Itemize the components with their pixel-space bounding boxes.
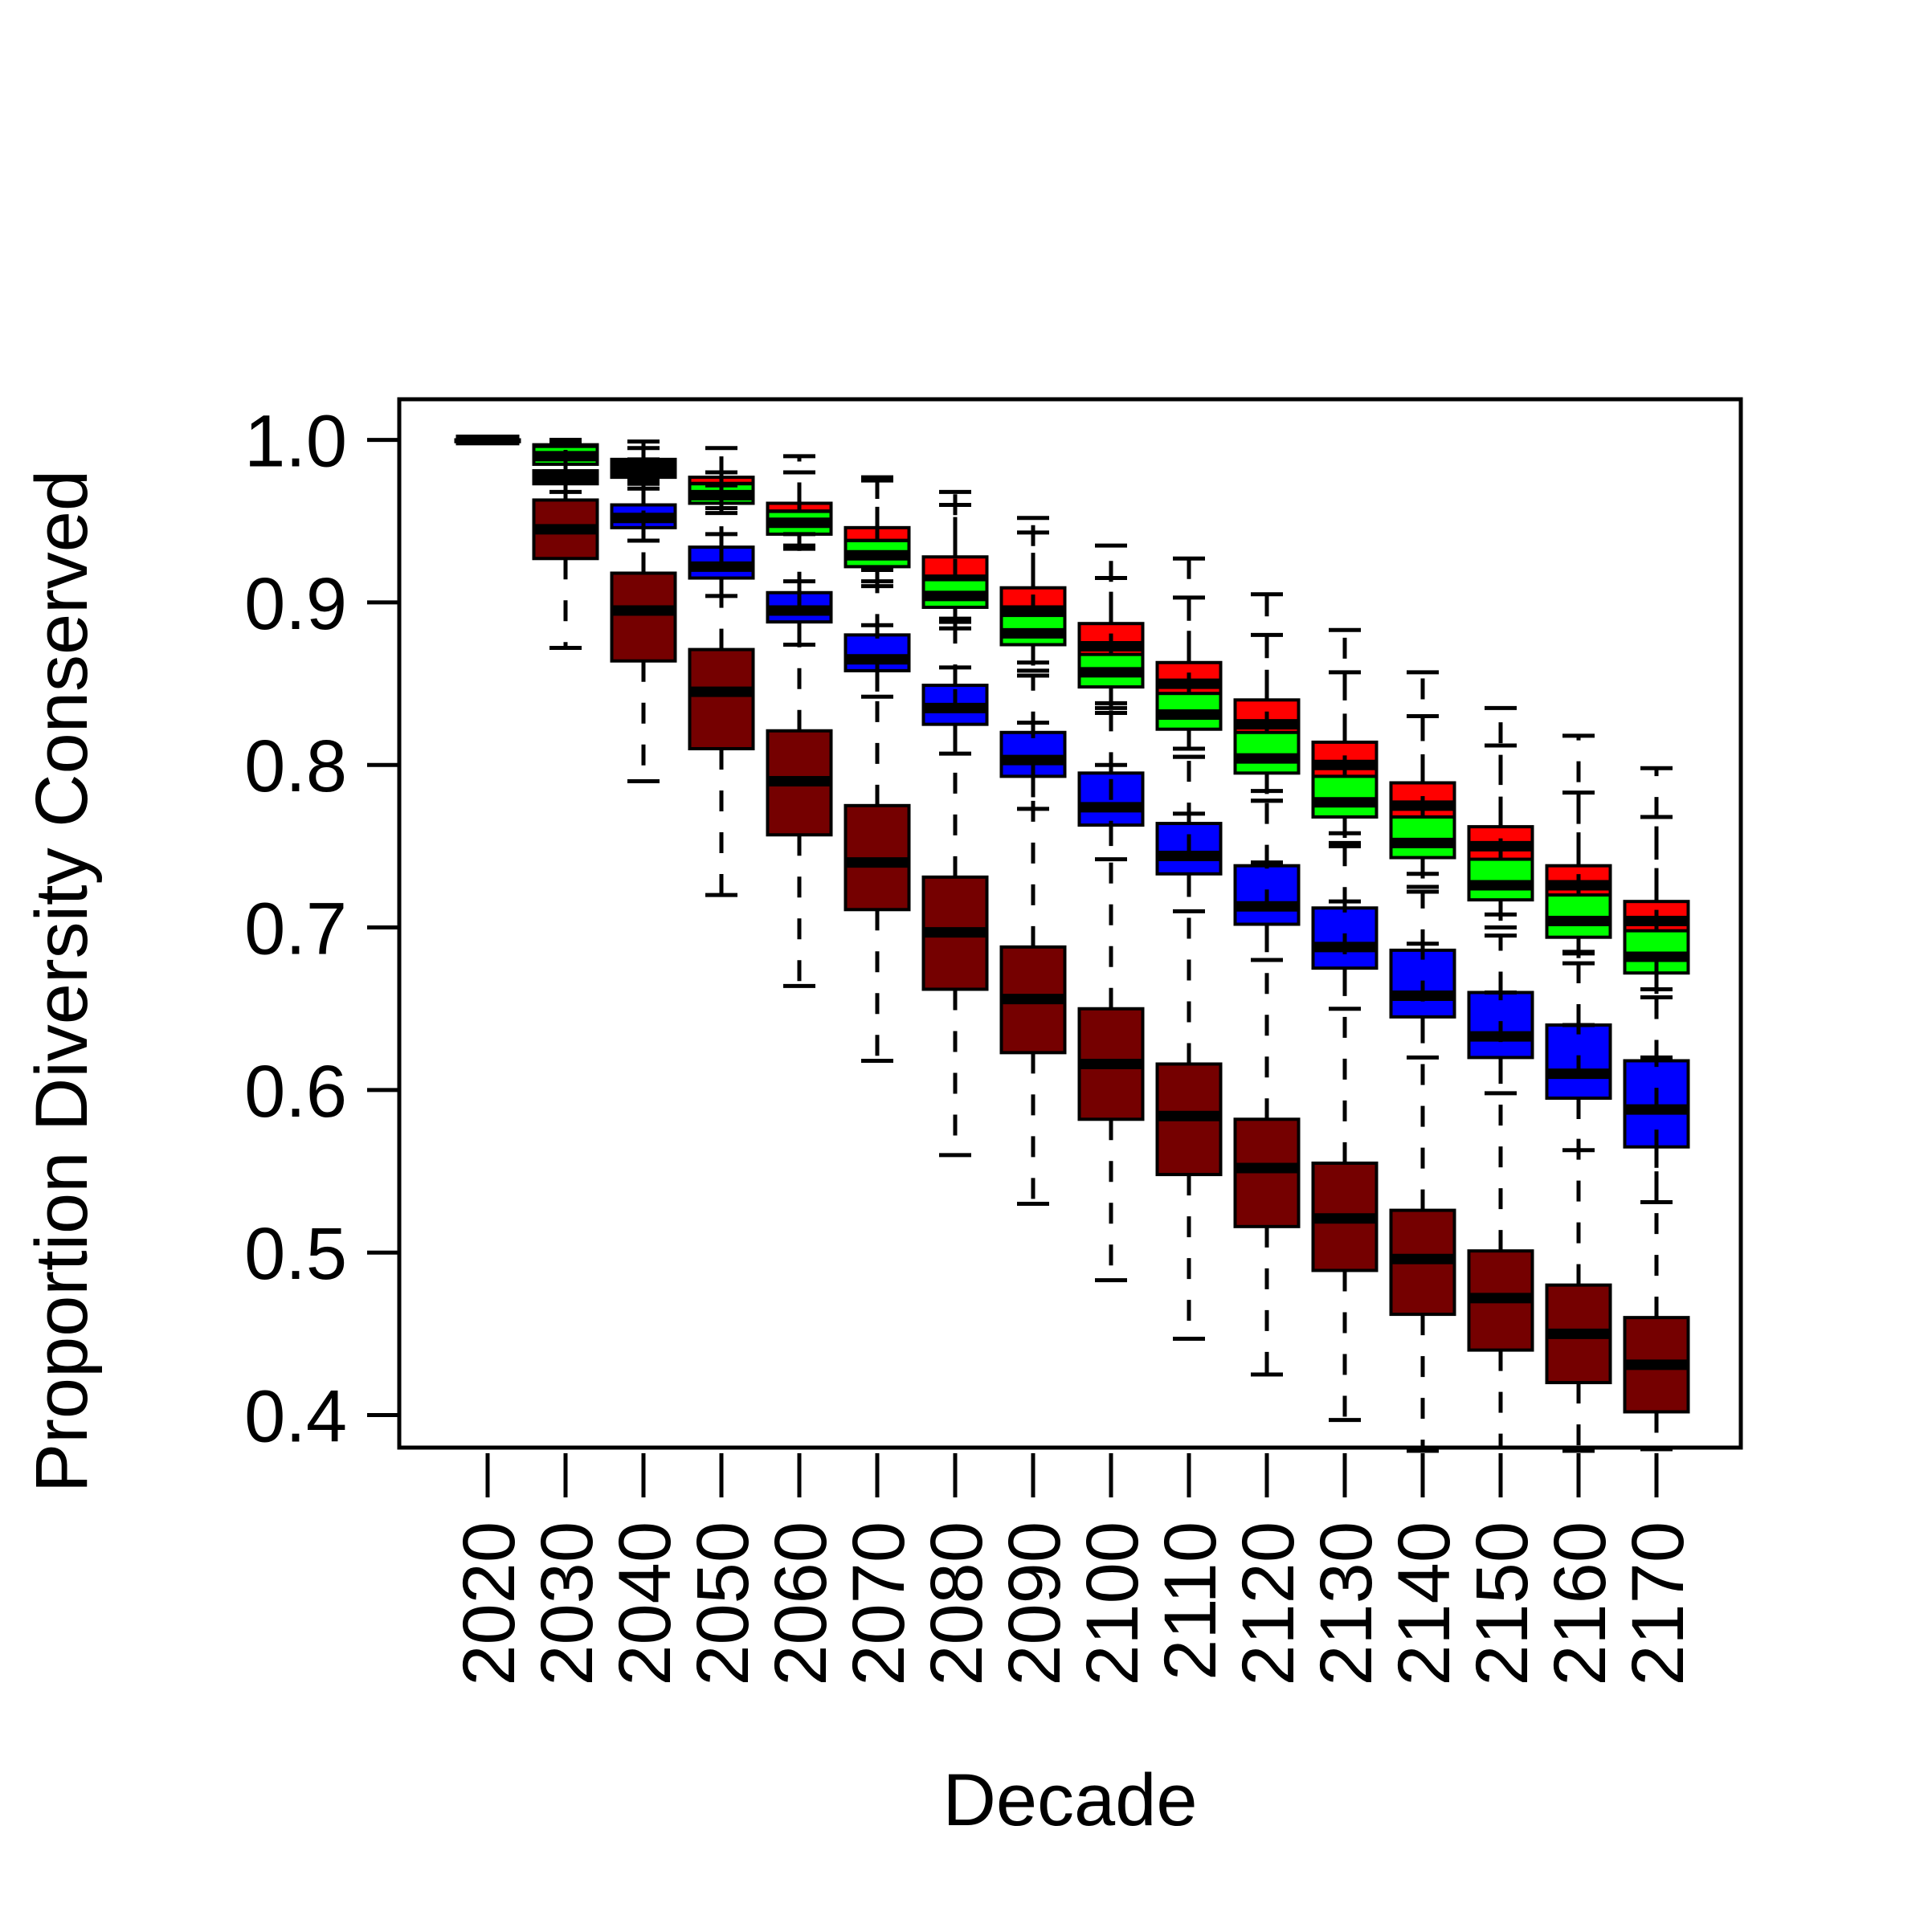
x-tick-label: 2050 <box>682 1522 764 1686</box>
x-tick-label: 2080 <box>916 1522 998 1686</box>
boxplot <box>921 503 989 631</box>
x-axis-title: Decade <box>942 1759 1197 1841</box>
boxplot <box>1467 743 1534 930</box>
x-tick-label: 2150 <box>1461 1522 1543 1686</box>
y-tick-label: 0.8 <box>244 725 347 807</box>
boxplot <box>999 721 1067 1207</box>
boxplot <box>1467 990 1534 1450</box>
boxplot <box>1545 950 1612 1153</box>
series-group <box>454 435 1690 1204</box>
boxplot <box>454 435 521 446</box>
boxplot <box>999 530 1067 673</box>
x-tick-label: 2020 <box>448 1522 530 1686</box>
boxplot <box>1077 762 1145 1283</box>
box-iqr <box>1233 730 1301 775</box>
boxplot <box>1623 958 1690 1204</box>
x-tick-label: 2130 <box>1305 1522 1387 1686</box>
boxplot <box>999 673 1067 811</box>
boxplot <box>844 623 911 1063</box>
plot-frame <box>397 397 1743 1450</box>
boxplot <box>1389 941 1456 1453</box>
boxplot <box>532 454 599 651</box>
boxplot <box>766 470 833 551</box>
boxplot <box>1311 670 1379 845</box>
boxplot <box>1545 790 1612 966</box>
y-tick-label: 0.5 <box>244 1213 347 1295</box>
x-tick-label: 2110 <box>1150 1522 1232 1681</box>
box-iqr <box>1389 815 1456 860</box>
x-tick-label: 2100 <box>1072 1522 1154 1686</box>
x-axis: 2020203020402050206020702080209021002110… <box>448 1453 1699 1686</box>
x-tick-label: 2120 <box>1227 1522 1309 1686</box>
x-tick-label: 2060 <box>760 1522 842 1686</box>
box-iqr <box>1311 774 1379 819</box>
box-iqr <box>610 571 677 663</box>
boxplot <box>1233 632 1301 803</box>
boxplot <box>1389 714 1456 889</box>
x-tick-label: 2070 <box>838 1522 920 1686</box>
y-axis: 0.4 0.5 0.6 0.7 0.8 0.9 1.0 <box>244 401 399 1458</box>
boxplot <box>610 446 677 486</box>
box-iqr <box>1467 857 1534 902</box>
y-tick-label: 0.9 <box>244 563 347 645</box>
y-tick-label: 0.6 <box>244 1051 347 1133</box>
x-tick-label: 2090 <box>994 1522 1076 1686</box>
boxplot <box>1623 1055 1690 1452</box>
y-tick-label: 0.7 <box>244 888 347 970</box>
boxplot <box>766 579 833 988</box>
box-iqr <box>1389 948 1456 1019</box>
plot-content <box>454 435 1690 1453</box>
boxplot <box>610 457 677 543</box>
x-tick-label: 2040 <box>604 1522 686 1686</box>
y-tick-label: 1.0 <box>244 401 347 483</box>
series-group <box>454 435 1690 1453</box>
boxplot <box>1155 811 1223 1341</box>
boxplot <box>1311 899 1379 1423</box>
x-tick-label: 2030 <box>526 1522 608 1686</box>
boxplot <box>1077 576 1145 715</box>
y-tick-label: 0.4 <box>244 1376 347 1458</box>
boxplot <box>610 486 677 783</box>
boxplot <box>688 532 755 897</box>
y-axis-title: Proportion Diversity Conserved <box>21 470 103 1493</box>
x-tick-label: 2140 <box>1383 1522 1465 1686</box>
box-iqr <box>1311 906 1379 970</box>
boxplot <box>1233 860 1301 1377</box>
boxplot <box>1389 889 1456 1060</box>
x-tick-label: 2170 <box>1617 1522 1699 1686</box>
boxplot <box>921 665 989 1158</box>
x-tick-label: 2160 <box>1539 1522 1621 1686</box>
boxplot <box>1545 1023 1612 1453</box>
box-iqr <box>688 647 755 751</box>
